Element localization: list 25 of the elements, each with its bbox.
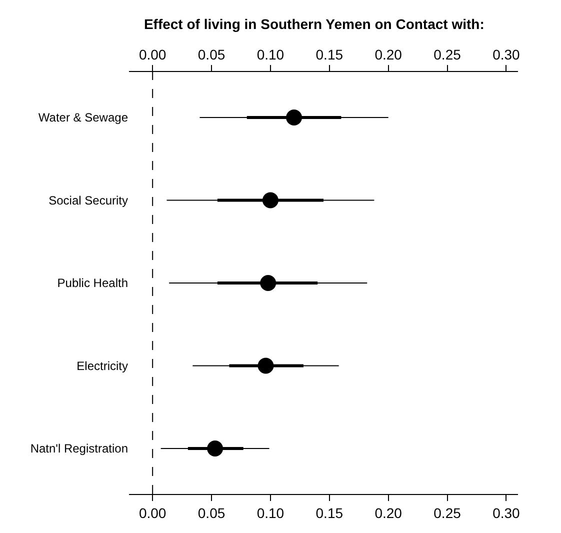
y-tick-label: Social Security [48, 193, 128, 208]
x-tick-label: 0.30 [492, 46, 520, 62]
chart-title: Effect of living in Southern Yemen on Contact with: [144, 16, 484, 32]
y-tick-label: Water & Sewage [38, 110, 128, 125]
y-tick-label: Public Health [57, 276, 128, 290]
x2-tick-label: 0.00 [138, 504, 166, 521]
x2-tick-label: 0.10 [256, 504, 284, 521]
x2-tick-label: 0.15 [316, 504, 344, 521]
point [260, 275, 276, 291]
point [207, 440, 224, 456]
x2-tick-label: 0.05 [198, 504, 226, 521]
x-tick-label: 0.15 [316, 46, 344, 62]
x-tick-label: 0.05 [198, 46, 226, 62]
y-tick-label: Natn'l Registration [30, 442, 128, 456]
x-tick-label: 0.00 [138, 46, 166, 62]
x2-tick-label: 0.30 [492, 504, 520, 521]
point [258, 358, 274, 374]
x-tick-label: 0.25 [434, 46, 462, 62]
x-tick-label: 0.10 [256, 46, 284, 62]
point [286, 110, 302, 126]
x-tick-label: 0.20 [374, 46, 402, 62]
point [262, 192, 278, 208]
x2-tick-label: 0.20 [374, 504, 402, 521]
x2-tick-label: 0.25 [434, 504, 462, 521]
y-tick-label: Electricity [76, 358, 128, 373]
